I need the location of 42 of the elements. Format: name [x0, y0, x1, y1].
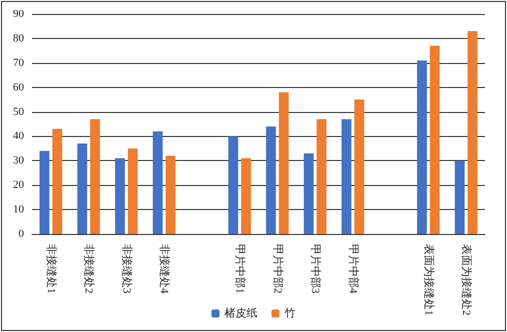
x-tick-label: 非接缝处1	[44, 244, 58, 294]
bar	[52, 128, 62, 234]
y-tick-label: 50	[13, 106, 24, 118]
y-tick-label: 10	[13, 204, 24, 216]
y-tick-label: 40	[13, 130, 24, 142]
bar	[454, 160, 465, 234]
bar	[304, 153, 314, 234]
y-tick-label: 70	[13, 56, 24, 69]
bar	[417, 60, 427, 234]
x-tick-label: 非接缝处3	[120, 244, 134, 294]
bar	[241, 158, 251, 234]
bar	[90, 119, 100, 234]
y-tick-label: 30	[13, 154, 24, 167]
x-tick-label: 甲片中部1	[234, 244, 247, 294]
x-tick-label: 甲片中部2	[271, 244, 284, 294]
x-tick-label: 表面为接缝处2	[460, 244, 474, 316]
bar	[77, 144, 88, 234]
x-tick-label: 非接缝处2	[82, 244, 96, 294]
y-tick-label: 0	[18, 228, 24, 240]
y-tick-label: 20	[13, 179, 24, 192]
bar	[468, 31, 478, 234]
bar	[128, 148, 138, 234]
legend-label: 楮皮纸	[224, 306, 258, 320]
bar	[354, 100, 364, 234]
bar	[152, 131, 163, 234]
bar	[316, 119, 326, 234]
x-tick-label: 非接缝处4	[158, 244, 172, 294]
y-tick-label: 90	[13, 8, 24, 20]
bar	[266, 126, 276, 234]
x-tick-label: 甲片中部4	[346, 244, 360, 294]
x-tick-label: 甲片中部3	[309, 244, 322, 294]
legend-label: 竹	[284, 308, 296, 320]
bar	[278, 92, 289, 234]
bar	[166, 156, 176, 234]
y-tick-label: 80	[13, 32, 24, 44]
bar	[115, 158, 125, 234]
bar	[430, 46, 440, 234]
bar	[342, 119, 352, 234]
y-tick-label: 60	[13, 81, 24, 94]
bar	[228, 136, 238, 234]
x-tick-label: 表面为接缝处1	[422, 244, 436, 316]
bar	[40, 150, 50, 234]
